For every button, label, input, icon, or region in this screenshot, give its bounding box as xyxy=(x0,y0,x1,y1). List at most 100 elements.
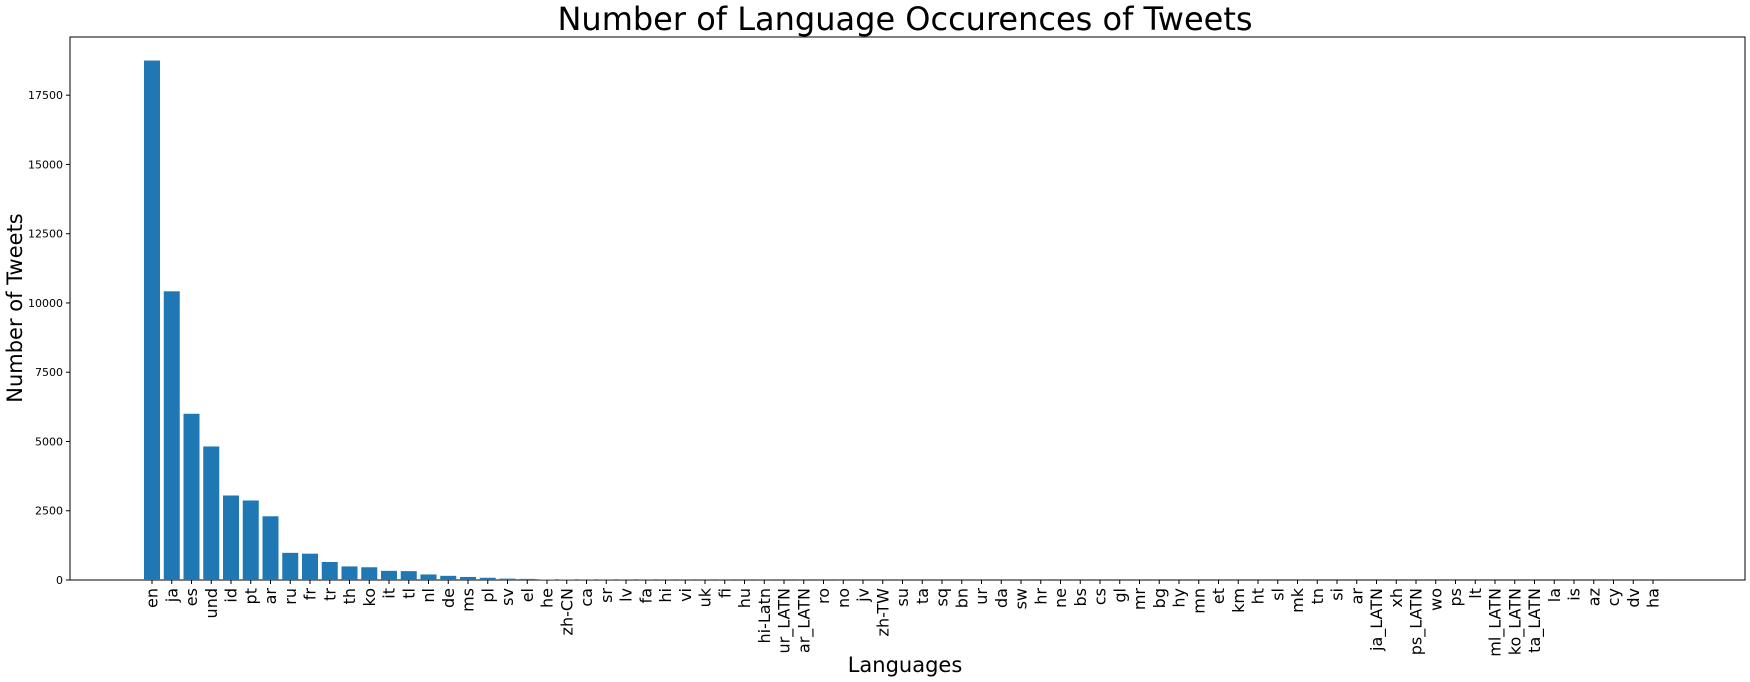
bar-it xyxy=(381,570,397,580)
x-tick-label-la: la xyxy=(1545,588,1564,602)
x-tick-label-hy: hy xyxy=(1170,588,1189,608)
x-tick-label-tr: tr xyxy=(320,588,339,601)
x-tick-label-ru: ru xyxy=(281,588,300,605)
x-tick-label-ha: ha xyxy=(1644,588,1663,608)
x-tick-label-hu: hu xyxy=(735,588,754,608)
x-tick-label-zh-CN: zh-CN xyxy=(557,588,576,635)
bar-und xyxy=(203,446,220,580)
y-tick-label: 10000 xyxy=(28,297,63,310)
x-tick-label-sr: sr xyxy=(597,588,616,603)
bar-el xyxy=(519,578,536,580)
x-tick-label-az: az xyxy=(1584,588,1603,606)
x-tick-label-ro: ro xyxy=(814,588,833,604)
bar-ko xyxy=(361,567,378,580)
x-tick-label-si: si xyxy=(1328,588,1347,601)
x-tick-label-sw: sw xyxy=(1012,588,1031,609)
x-tick-label-ar: ar xyxy=(1347,588,1366,605)
x-tick-label-cs: cs xyxy=(1091,588,1110,605)
y-tick-label: 15000 xyxy=(28,158,63,171)
x-tick-label-sq: sq xyxy=(933,588,952,607)
bar-sv xyxy=(499,578,516,580)
x-tick-label-nl: nl xyxy=(419,588,438,603)
x-tick-label-hr: hr xyxy=(1031,588,1050,605)
x-tick-label-vi: vi xyxy=(676,588,695,602)
y-tick-label: 0 xyxy=(56,574,63,587)
y-tick-label: 5000 xyxy=(35,435,63,448)
x-tick-label-mr: mr xyxy=(1130,588,1149,611)
x-tick-label-ms: ms xyxy=(459,588,478,612)
x-tick-label-pl: pl xyxy=(478,588,497,603)
y-axis-label: Number of Tweets xyxy=(3,213,27,403)
x-tick-label-hi-Latn: hi-Latn xyxy=(755,588,774,644)
x-tick-label-dv: dv xyxy=(1624,588,1643,608)
bar-th xyxy=(341,566,358,580)
x-tick-label-pt: pt xyxy=(241,588,260,604)
x-tick-label-km: km xyxy=(1229,588,1248,613)
x-tick-label-tl: tl xyxy=(399,588,418,599)
bar-ja xyxy=(163,291,180,580)
bar-he xyxy=(539,579,555,580)
bar-de xyxy=(440,575,457,580)
bar-id xyxy=(223,495,239,580)
x-tick-label-id: id xyxy=(222,588,241,603)
x-tick-label-bn: bn xyxy=(952,588,971,608)
bar-ms xyxy=(460,576,476,580)
bar-fr xyxy=(302,553,318,580)
x-tick-label-xh: xh xyxy=(1387,588,1406,608)
x-tick-label-mk: mk xyxy=(1288,587,1307,613)
x-tick-label-ko_LATN: ko_LATN xyxy=(1505,588,1525,655)
x-tick-label-mn: mn xyxy=(1189,588,1208,614)
x-tick-label-no: no xyxy=(834,588,853,608)
x-tick-label-es: es xyxy=(182,588,201,606)
x-tick-label-ja: ja xyxy=(162,588,181,603)
x-tick-label-ta_LATN: ta_LATN xyxy=(1525,588,1545,653)
bar-pl xyxy=(479,577,496,580)
x-tick-label-en: en xyxy=(143,588,162,608)
bar-pt xyxy=(242,500,259,580)
bar-nl xyxy=(420,574,437,580)
x-tick-label-ps_LATN: ps_LATN xyxy=(1407,588,1427,655)
x-tick-label-zh-TW: zh-TW xyxy=(873,588,892,637)
x-tick-label-ne: ne xyxy=(1051,588,1070,608)
bars-layer xyxy=(144,60,1661,581)
bar-en xyxy=(144,60,160,581)
x-tick-label-wo: wo xyxy=(1426,588,1445,611)
x-tick-label-hi: hi xyxy=(656,588,675,603)
x-tick-label-fa: fa xyxy=(636,588,655,603)
x-tick-label-sv: sv xyxy=(498,588,517,606)
plot-area-frame xyxy=(69,36,1746,581)
x-tick-label-ar_LATN: ar_LATN xyxy=(794,588,814,653)
x-tick-label-is: is xyxy=(1565,588,1584,601)
x-tick-label-tn: tn xyxy=(1308,588,1327,604)
x-tick-label-el: el xyxy=(518,588,537,602)
x-tick-label-ta: ta xyxy=(913,588,932,604)
x-tick-label-uk: uk xyxy=(696,587,715,607)
x-tick-label-he: he xyxy=(538,588,557,608)
y-axis-ticks: 0 2500 5000 7500 10000 12500 15000 17500 xyxy=(28,89,70,587)
x-tick-label-it: it xyxy=(380,588,399,599)
x-tick-label-ml_LATN: ml_LATN xyxy=(1486,588,1506,657)
bar-tl xyxy=(400,571,417,580)
x-tick-label-fr: fr xyxy=(301,588,320,601)
x-tick-label-ko: ko xyxy=(360,588,379,606)
x-tick-label-ur: ur xyxy=(972,588,991,605)
y-tick-label: 7500 xyxy=(35,366,63,379)
x-tick-label-cy: cy xyxy=(1604,588,1623,606)
x-tick-label-lv: lv xyxy=(617,588,636,602)
x-tick-label-lt: lt xyxy=(1466,588,1485,599)
x-tick-label-gl: gl xyxy=(1110,588,1129,603)
x-tick-label-ur_LATN: ur_LATN xyxy=(775,588,795,653)
y-tick-label: 17500 xyxy=(28,89,63,102)
x-axis-label: Languages xyxy=(848,653,963,677)
x-tick-label-bg: bg xyxy=(1150,588,1169,608)
x-tick-label-und: und xyxy=(202,588,221,618)
x-tick-label-da: da xyxy=(992,588,1011,608)
x-tick-label-ht: ht xyxy=(1249,588,1268,604)
x-axis-ticks: en ja es und id pt ar ru fr tr th ko it tl nl de ms pl sv e… xyxy=(143,580,1663,657)
x-tick-label-th: th xyxy=(340,588,359,604)
x-tick-label-ar: ar xyxy=(261,588,280,605)
bar-es xyxy=(183,413,200,580)
x-tick-label-fi: fi xyxy=(715,588,734,598)
chart-title: Number of Language Occurences of Tweets xyxy=(557,0,1252,38)
